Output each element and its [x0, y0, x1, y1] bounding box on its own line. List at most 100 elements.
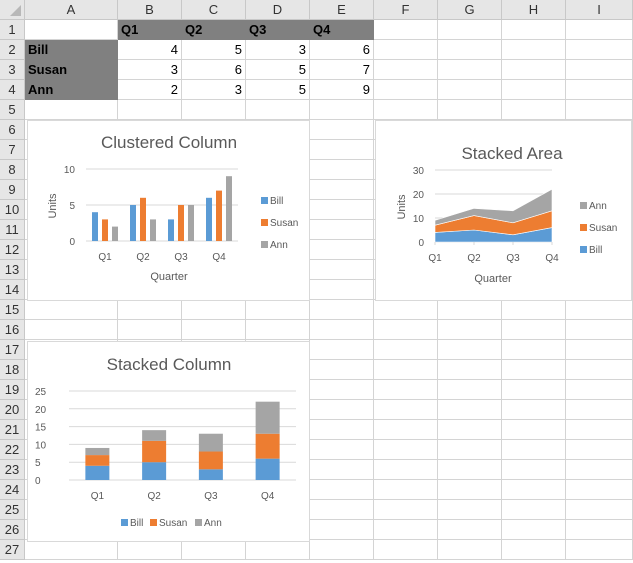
cell[interactable] [438, 360, 502, 380]
cell[interactable] [566, 20, 633, 40]
row-header-26[interactable]: 26 [0, 520, 25, 540]
column-header-b[interactable]: B [118, 0, 182, 20]
cell[interactable] [502, 360, 566, 380]
cell[interactable] [438, 20, 502, 40]
cell[interactable] [566, 340, 633, 360]
cell[interactable] [310, 460, 374, 480]
cell-value[interactable]: 7 [310, 60, 374, 80]
bar-ann[interactable] [226, 176, 232, 241]
row-header-25[interactable]: 25 [0, 500, 25, 520]
row-header-18[interactable]: 18 [0, 360, 25, 380]
cell[interactable] [438, 540, 502, 560]
cell[interactable] [438, 480, 502, 500]
clustered-column-chart[interactable]: Clustered Column 0 5 10 Q1 Q2 Q3 Q4 Quarter Units… [27, 120, 310, 301]
cell[interactable] [374, 100, 438, 120]
bar-segment-ann[interactable] [255, 401, 280, 434]
legend-label[interactable]: Bill [589, 245, 602, 256]
bar-susan[interactable] [216, 190, 222, 241]
cell[interactable] [25, 540, 118, 560]
bar-segment-susan[interactable] [255, 433, 280, 459]
cell[interactable] [118, 100, 182, 120]
cell[interactable] [374, 380, 438, 400]
cell[interactable] [438, 100, 502, 120]
cell[interactable] [25, 20, 118, 40]
cell[interactable] [374, 60, 438, 80]
cell[interactable] [310, 320, 374, 340]
row-header-17[interactable]: 17 [0, 340, 25, 360]
cell[interactable] [310, 340, 374, 360]
row-header-4[interactable]: 4 [0, 80, 25, 100]
cell[interactable] [310, 380, 374, 400]
cell[interactable] [374, 540, 438, 560]
cell[interactable] [438, 40, 502, 60]
bar-segment-ann[interactable] [85, 447, 110, 456]
cell[interactable] [502, 400, 566, 420]
cell[interactable] [438, 380, 502, 400]
cell[interactable] [374, 80, 438, 100]
cell[interactable] [438, 60, 502, 80]
cell[interactable] [310, 260, 374, 280]
legend-label[interactable]: Ann [589, 201, 607, 212]
cell[interactable] [374, 500, 438, 520]
cell[interactable] [502, 320, 566, 340]
bar-segment-bill[interactable] [198, 469, 223, 480]
cell[interactable] [182, 320, 246, 340]
cell[interactable] [438, 420, 502, 440]
cell-value[interactable]: 2 [118, 80, 182, 100]
cell[interactable] [566, 60, 633, 80]
cell[interactable] [566, 420, 633, 440]
cell[interactable] [182, 300, 246, 320]
cell[interactable] [310, 400, 374, 420]
cell-header-q1[interactable]: Q1 [118, 20, 182, 40]
cell-name-bill[interactable]: Bill [25, 40, 118, 60]
cell[interactable] [374, 320, 438, 340]
bar-ann[interactable] [188, 205, 194, 241]
cell[interactable] [502, 480, 566, 500]
bar-susan[interactable] [140, 197, 146, 241]
cell[interactable] [502, 540, 566, 560]
bar-bill[interactable] [206, 197, 212, 241]
cell[interactable] [246, 320, 310, 340]
cell[interactable] [566, 520, 633, 540]
select-all-button[interactable] [0, 0, 25, 20]
column-header-e[interactable]: E [310, 0, 374, 20]
legend-label[interactable]: Bill [130, 518, 143, 529]
cell-value[interactable]: 5 [246, 60, 310, 80]
cell-name-susan[interactable]: Susan [25, 60, 118, 80]
cell[interactable] [25, 320, 118, 340]
cell[interactable] [118, 320, 182, 340]
bar-segment-susan[interactable] [198, 451, 223, 470]
cell[interactable] [310, 360, 374, 380]
cell[interactable] [502, 40, 566, 60]
cell[interactable] [246, 100, 310, 120]
row-header-1[interactable]: 1 [0, 20, 25, 40]
cell[interactable] [310, 540, 374, 560]
cell[interactable] [566, 100, 633, 120]
bar-segment-susan[interactable] [85, 455, 110, 466]
cell-value[interactable]: 3 [118, 60, 182, 80]
row-header-16[interactable]: 16 [0, 320, 25, 340]
legend-label[interactable]: Susan [270, 218, 298, 229]
cell[interactable] [566, 460, 633, 480]
cell[interactable] [502, 300, 566, 320]
cell-header-q3[interactable]: Q3 [246, 20, 310, 40]
cell[interactable] [310, 240, 374, 260]
legend-label[interactable]: Ann [270, 240, 288, 251]
cell[interactable] [566, 400, 633, 420]
cell[interactable] [310, 180, 374, 200]
bar-susan[interactable] [102, 219, 108, 241]
bar-segment-ann[interactable] [142, 430, 167, 441]
cell[interactable] [566, 440, 633, 460]
cell-value[interactable]: 5 [246, 80, 310, 100]
row-header-22[interactable]: 22 [0, 440, 25, 460]
cell[interactable] [374, 20, 438, 40]
row-header-21[interactable]: 21 [0, 420, 25, 440]
column-header-c[interactable]: C [182, 0, 246, 20]
bar-segment-ann[interactable] [198, 433, 223, 452]
cell[interactable] [438, 400, 502, 420]
cell[interactable] [374, 420, 438, 440]
cell[interactable] [310, 420, 374, 440]
bar-segment-bill[interactable] [142, 462, 167, 480]
legend-label[interactable]: Ann [204, 518, 222, 529]
legend-label[interactable]: Susan [159, 518, 187, 529]
